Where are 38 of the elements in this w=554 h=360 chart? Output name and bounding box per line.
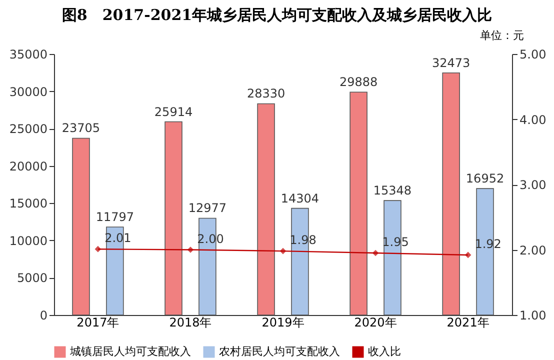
y-tick-label: 20000 (9, 159, 48, 174)
bar (72, 138, 90, 316)
data-label: 32473 (432, 56, 470, 70)
y-tick-label: 35000 (9, 48, 48, 62)
x-tick-label: 2018年 (169, 316, 212, 330)
y-tick-label: 30000 (9, 84, 48, 99)
bar (257, 103, 275, 316)
bar (164, 121, 182, 316)
data-label: 28330 (246, 86, 286, 101)
bar (350, 92, 368, 316)
data-label: 14304 (280, 191, 320, 206)
y2-tick-label: 2.00 (520, 243, 546, 258)
y2-tick-label: 4.00 (520, 112, 546, 127)
y-tick-label: 15000 (9, 196, 48, 211)
data-label: 16952 (466, 172, 504, 186)
y-tick-label: 10000 (9, 234, 48, 248)
y2-tick-label: 3.00 (520, 178, 546, 192)
x-tick-label: 2019年 (262, 316, 304, 330)
x-tick-label: 2017年 (76, 316, 120, 330)
data-label: 25914 (154, 104, 193, 119)
y-tick-label: 0 (40, 308, 48, 322)
data-label: 29888 (339, 75, 378, 90)
text: 单位：元 (479, 28, 525, 44)
chart-title: 图8 2017-2021年城乡居民人均可支配收入及城乡居民收入比 (60, 5, 494, 26)
data-label: 23705 (62, 121, 100, 136)
y2-tick-label: 5.00 (520, 48, 546, 62)
data-label: 11797 (96, 210, 134, 224)
bar (442, 72, 460, 316)
legend-label: 城镇居民人均可支配收入 (69, 345, 191, 358)
legend-label: 农村居民人均可支配收入 (219, 345, 340, 358)
data-label: 15348 (373, 184, 412, 198)
x-tick-label: 2020年 (354, 316, 397, 330)
data-label: 12977 (188, 201, 227, 216)
y-tick-label: 25000 (9, 122, 48, 136)
y-tick-label: 5000 (16, 271, 48, 286)
x-tick-label: 2021年 (446, 316, 490, 330)
legend-label: 收入比 (368, 345, 401, 358)
y2-tick-label: 1.00 (520, 308, 546, 322)
